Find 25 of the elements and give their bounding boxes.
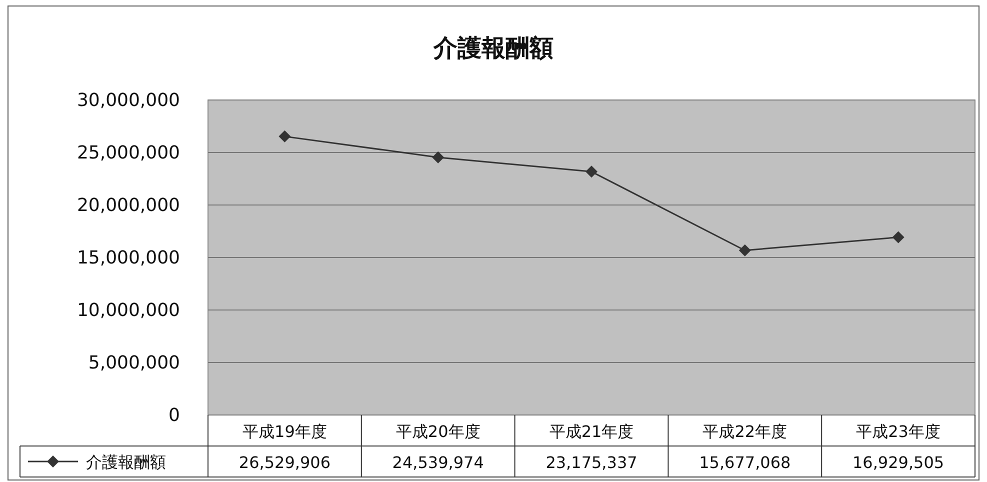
data-label: 23,175,337 [546,453,638,472]
x-tick-label: 平成19年度 [242,422,327,441]
point [738,244,751,256]
chart-title: 介護報酬額 [432,34,554,62]
data-label: 15,677,068 [699,453,791,472]
y-tick-label: 25,000,000 [76,142,180,164]
y-tick-label: 15,000,000 [76,248,180,268]
point [586,166,598,178]
x-tick-label: 平成22年度 [702,422,788,441]
y-tick-label: 0 [168,405,180,426]
y-tick-label: 10,000,000 [76,300,180,321]
y-tick-label: 30,000,000 [76,90,180,111]
y-tick-label: 20,000,000 [76,195,180,216]
point [432,151,444,164]
legend-label: 介護報酬額 [86,452,166,472]
y-tick-label: 5,000,000 [88,352,180,374]
x-tick-label: 平成21年度 [549,422,634,441]
data-label: 16,929,505 [852,453,944,472]
x-tick-label: 平成23年度 [856,422,940,441]
point [278,130,291,142]
data-label: 26,529,906 [238,453,331,472]
x-tick-label: 平成20年度 [396,422,480,441]
legend: 介護報酬額 [28,452,166,472]
data-label: 24,539,974 [392,453,484,472]
point [892,231,904,244]
